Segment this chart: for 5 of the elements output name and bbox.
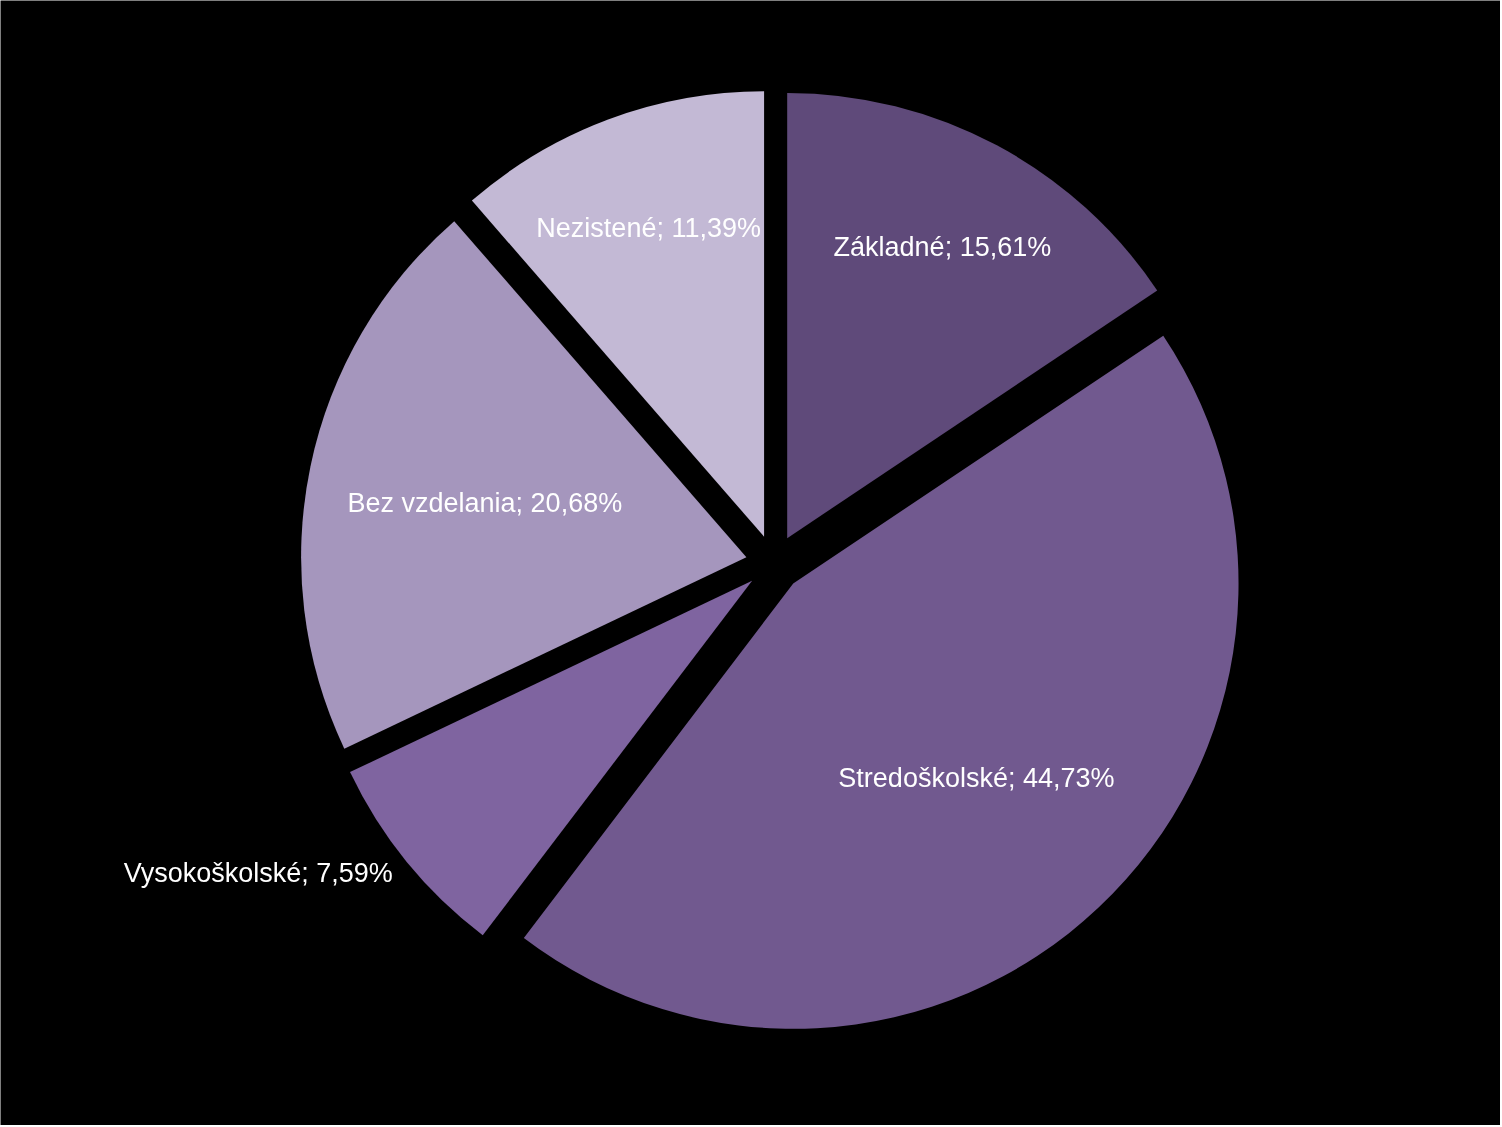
slice-label: Vysokoškolské; 7,59% [123, 857, 393, 888]
slice-label: Bez vzdelania; 20,68% [347, 487, 623, 518]
slice-label: Základné; 15,61% [833, 232, 1052, 263]
slice-label: Nezistené; 11,39% [536, 213, 761, 243]
slice-label: Stredoškolské; 44,73% [838, 762, 1115, 793]
